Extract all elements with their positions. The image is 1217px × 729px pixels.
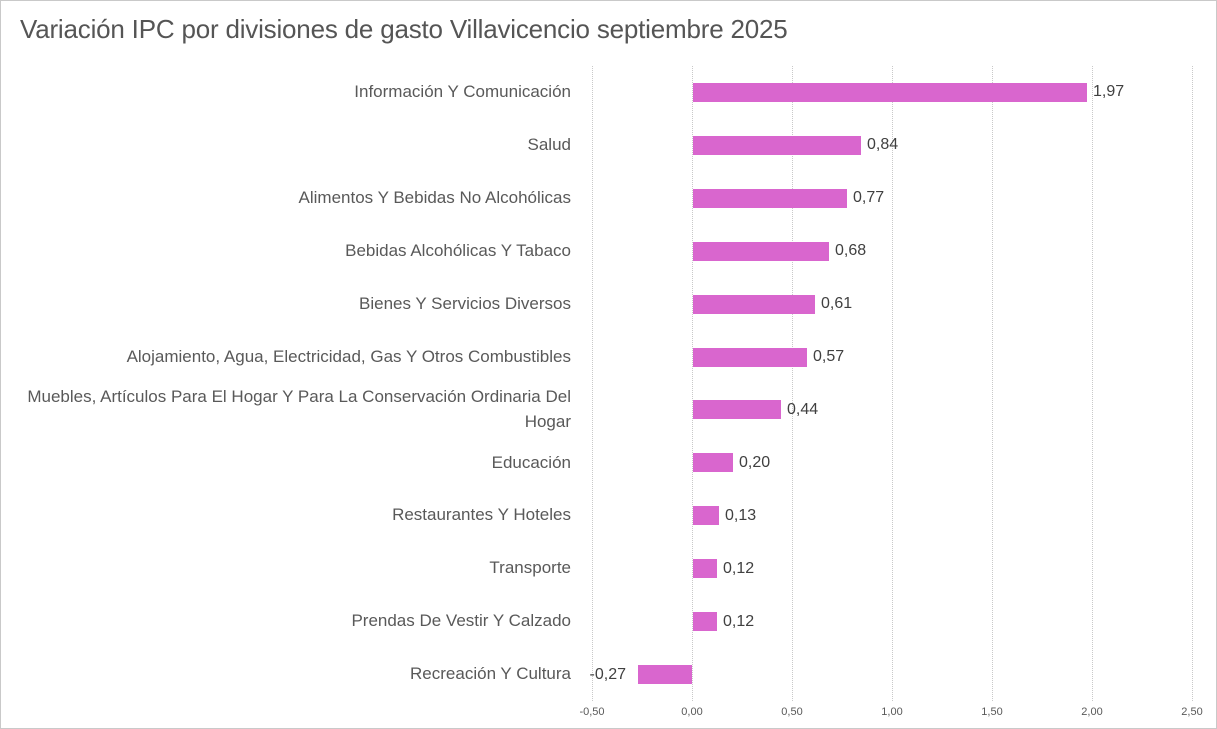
bar-value-label: 0,13 xyxy=(725,506,757,524)
category-label: Información Y Comunicación xyxy=(354,82,571,102)
category-label: Recreación Y Cultura xyxy=(410,664,571,684)
category-label: Salud xyxy=(527,135,571,155)
bar-value-label: 0,12 xyxy=(723,612,755,630)
x-tick-label: 1,00 xyxy=(881,706,903,718)
bar xyxy=(693,241,829,261)
bar xyxy=(693,453,733,473)
bar xyxy=(693,559,717,579)
gridline xyxy=(992,66,993,701)
gridline xyxy=(1092,66,1093,701)
x-tick-label: 1,50 xyxy=(981,706,1003,718)
bar-value-label: 1,97 xyxy=(1093,83,1125,101)
bar-value-label: -0,27 xyxy=(589,665,626,683)
bar xyxy=(693,400,781,420)
category-label: Muebles, Artículos Para El Hogar Y Para … xyxy=(27,387,571,431)
bar xyxy=(693,82,1087,102)
gridline xyxy=(792,66,793,701)
gridline xyxy=(892,66,893,701)
category-label: Educación xyxy=(491,452,571,472)
bar-value-label: 0,61 xyxy=(821,295,853,313)
bar xyxy=(693,188,847,208)
gridline xyxy=(692,66,693,701)
bar-value-label: 0,20 xyxy=(739,453,771,471)
bar xyxy=(693,506,719,526)
x-tick-label: 2,00 xyxy=(1081,706,1103,718)
x-tick-label: 2,50 xyxy=(1181,706,1203,718)
x-tick-label: 0,50 xyxy=(781,706,803,718)
chart-title: Variación IPC por divisiones de gasto Vi… xyxy=(20,14,788,44)
bar xyxy=(693,612,717,632)
category-label: Prendas De Vestir Y Calzado xyxy=(351,611,571,631)
bar-value-label: 0,68 xyxy=(835,242,867,260)
bar-value-label: 0,44 xyxy=(787,400,819,418)
bar-value-label: 0,12 xyxy=(723,559,755,577)
category-label: Alimentos Y Bebidas No Alcohólicas xyxy=(298,187,571,207)
bar-value-label: 0,57 xyxy=(813,348,845,366)
category-label: Bienes Y Servicios Diversos xyxy=(359,293,571,313)
category-label: Bebidas Alcohólicas Y Tabaco xyxy=(345,240,571,260)
category-label: Alojamiento, Agua, Electricidad, Gas Y O… xyxy=(126,346,571,366)
x-tick-label: -0,50 xyxy=(579,706,605,718)
bar-value-label: 0,84 xyxy=(867,136,899,154)
category-label: Transporte xyxy=(489,558,571,578)
bar xyxy=(693,135,861,155)
bar xyxy=(693,294,815,314)
bar xyxy=(638,665,692,685)
gridline xyxy=(592,66,593,701)
category-label: Restaurantes Y Hoteles xyxy=(392,505,571,525)
x-tick-label: 0,00 xyxy=(681,706,703,718)
bar xyxy=(693,347,807,367)
gridline xyxy=(1192,66,1193,701)
bar-value-label: 0,77 xyxy=(853,189,885,207)
